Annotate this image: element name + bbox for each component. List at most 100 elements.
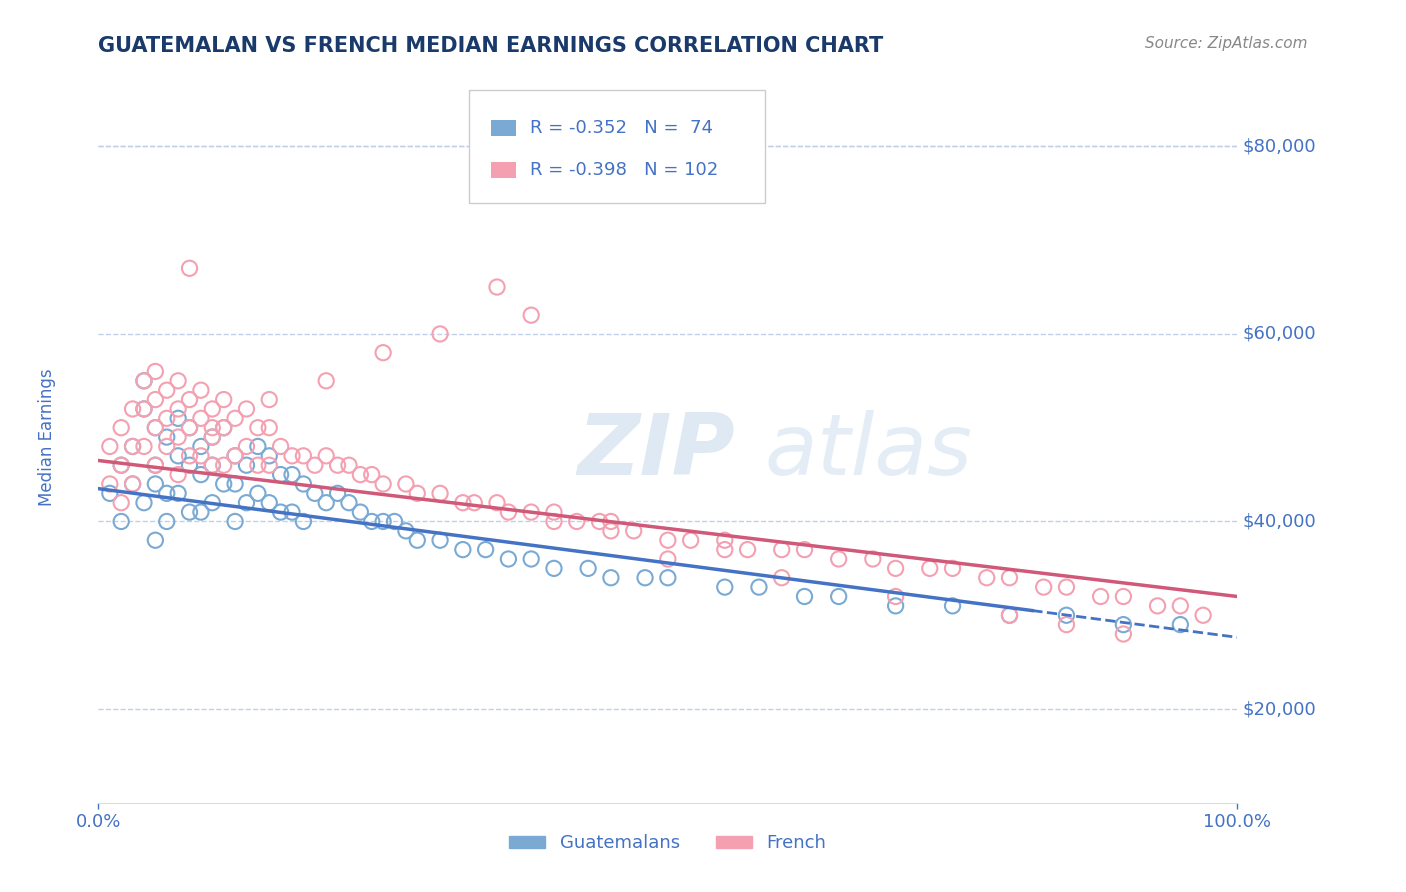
Point <box>623 524 645 538</box>
Point <box>145 458 167 473</box>
Point <box>304 458 326 473</box>
Point <box>862 552 884 566</box>
Point <box>371 477 394 491</box>
Point <box>884 599 907 613</box>
Point <box>132 440 155 454</box>
Point <box>212 458 235 473</box>
Point <box>212 392 235 407</box>
Point <box>292 449 315 463</box>
Point <box>543 505 565 519</box>
Point <box>714 542 737 557</box>
Point <box>167 467 190 482</box>
Point <box>543 515 565 529</box>
Point <box>1054 580 1078 594</box>
Point <box>167 411 190 425</box>
Text: R = -0.352   N =  74: R = -0.352 N = 74 <box>530 120 713 137</box>
Point <box>145 420 167 434</box>
Point <box>714 533 737 548</box>
Point <box>270 440 292 454</box>
Point <box>132 401 155 416</box>
Point <box>145 364 167 378</box>
Point <box>337 458 360 473</box>
Point <box>201 430 224 444</box>
Point <box>918 561 941 575</box>
Point <box>121 440 143 454</box>
Point <box>235 496 257 510</box>
Point <box>565 515 588 529</box>
FancyBboxPatch shape <box>491 161 516 178</box>
Point <box>190 383 212 397</box>
Text: Median Earnings: Median Earnings <box>38 368 56 506</box>
Point <box>145 477 167 491</box>
Point <box>259 458 281 473</box>
Point <box>145 533 167 548</box>
Point <box>110 420 132 434</box>
Point <box>270 467 292 482</box>
Point <box>246 440 269 454</box>
Point <box>190 467 212 482</box>
Point <box>498 505 520 519</box>
Point <box>1032 580 1054 594</box>
Point <box>520 505 543 519</box>
Point <box>714 580 737 594</box>
Point <box>179 505 201 519</box>
Point <box>212 420 235 434</box>
Point <box>976 571 998 585</box>
Point <box>349 467 371 482</box>
Point <box>121 401 143 416</box>
Text: $80,000: $80,000 <box>1243 137 1316 155</box>
Point <box>1054 608 1078 623</box>
Point <box>179 420 201 434</box>
Point <box>156 515 179 529</box>
Point <box>326 458 349 473</box>
Point <box>748 580 770 594</box>
Point <box>395 524 418 538</box>
Point <box>770 542 793 557</box>
FancyBboxPatch shape <box>491 120 516 136</box>
Point <box>156 486 179 500</box>
Point <box>190 411 212 425</box>
Point <box>110 458 132 473</box>
Point <box>179 261 201 276</box>
Point <box>121 477 143 491</box>
Point <box>520 552 543 566</box>
Point <box>884 561 907 575</box>
Point <box>657 552 679 566</box>
Point <box>132 374 155 388</box>
Point <box>315 449 337 463</box>
Point <box>600 515 623 529</box>
Point <box>828 552 851 566</box>
Point <box>121 477 143 491</box>
Point <box>998 571 1021 585</box>
Point <box>486 280 509 294</box>
Point <box>201 401 224 416</box>
Point <box>179 392 201 407</box>
Point <box>395 477 418 491</box>
Point <box>429 326 451 341</box>
Point <box>1170 617 1192 632</box>
Point <box>167 401 190 416</box>
Point <box>259 449 281 463</box>
Point <box>281 449 304 463</box>
Point <box>190 440 212 454</box>
Point <box>201 458 224 473</box>
Point <box>498 552 520 566</box>
Point <box>371 345 394 359</box>
Point <box>793 542 815 557</box>
Point <box>212 420 235 434</box>
Text: $60,000: $60,000 <box>1243 325 1316 343</box>
Point <box>486 496 509 510</box>
Point <box>634 571 657 585</box>
Point <box>657 533 679 548</box>
Text: ZIP: ZIP <box>576 410 734 493</box>
Point <box>167 449 190 463</box>
Point <box>337 496 360 510</box>
Point <box>520 308 543 322</box>
Point <box>224 449 246 463</box>
Point <box>246 420 269 434</box>
Point <box>190 449 212 463</box>
Point <box>224 411 246 425</box>
Text: GUATEMALAN VS FRENCH MEDIAN EARNINGS CORRELATION CHART: GUATEMALAN VS FRENCH MEDIAN EARNINGS COR… <box>98 36 883 55</box>
Point <box>884 590 907 604</box>
Point <box>110 458 132 473</box>
